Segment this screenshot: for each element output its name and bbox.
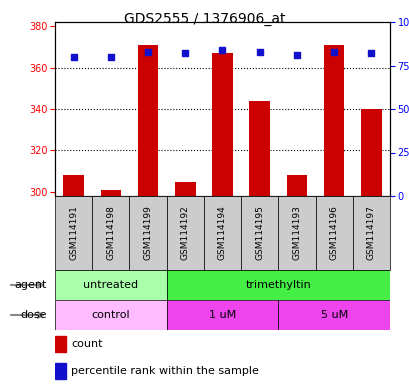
Point xyxy=(219,47,225,53)
Text: GDS2555 / 1376906_at: GDS2555 / 1376906_at xyxy=(124,12,285,26)
Bar xyxy=(166,270,389,300)
Bar xyxy=(129,196,166,270)
Bar xyxy=(249,101,269,196)
Bar xyxy=(166,300,278,330)
Text: dose: dose xyxy=(20,310,47,320)
Text: control: control xyxy=(91,310,130,320)
Text: GSM114193: GSM114193 xyxy=(292,205,301,260)
Bar xyxy=(315,196,352,270)
Bar xyxy=(278,196,315,270)
Point xyxy=(293,52,299,58)
Bar xyxy=(63,175,84,196)
Point xyxy=(367,50,374,56)
Text: GSM114197: GSM114197 xyxy=(366,205,375,260)
Bar xyxy=(278,300,389,330)
Text: 1 uM: 1 uM xyxy=(208,310,236,320)
Bar xyxy=(55,196,92,270)
Bar xyxy=(55,300,166,330)
Text: untreated: untreated xyxy=(83,280,138,290)
Bar xyxy=(240,196,278,270)
Point xyxy=(107,54,114,60)
Text: GSM114191: GSM114191 xyxy=(69,205,78,260)
Bar xyxy=(212,53,232,196)
Bar xyxy=(286,175,306,196)
Text: GSM114196: GSM114196 xyxy=(329,205,338,260)
Text: GSM114198: GSM114198 xyxy=(106,205,115,260)
Bar xyxy=(55,270,166,300)
Bar xyxy=(166,196,203,270)
Text: GSM114192: GSM114192 xyxy=(180,205,189,260)
Bar xyxy=(352,196,389,270)
Point xyxy=(182,50,188,56)
Point xyxy=(70,54,77,60)
Bar xyxy=(55,336,65,352)
Bar xyxy=(175,182,195,196)
Text: trimethyltin: trimethyltin xyxy=(245,280,310,290)
Text: count: count xyxy=(71,339,102,349)
Text: GSM114195: GSM114195 xyxy=(254,205,263,260)
Text: percentile rank within the sample: percentile rank within the sample xyxy=(71,366,258,376)
Point xyxy=(144,48,151,55)
Text: GSM114194: GSM114194 xyxy=(218,205,227,260)
Bar xyxy=(360,109,381,196)
Bar xyxy=(55,364,65,379)
Bar xyxy=(100,190,121,196)
Bar xyxy=(92,196,129,270)
Text: 5 uM: 5 uM xyxy=(320,310,347,320)
Bar xyxy=(137,45,158,196)
Point xyxy=(256,48,262,55)
Text: agent: agent xyxy=(14,280,47,290)
Point xyxy=(330,48,337,55)
Bar xyxy=(203,196,240,270)
Bar xyxy=(323,45,344,196)
Text: GSM114199: GSM114199 xyxy=(143,205,152,260)
